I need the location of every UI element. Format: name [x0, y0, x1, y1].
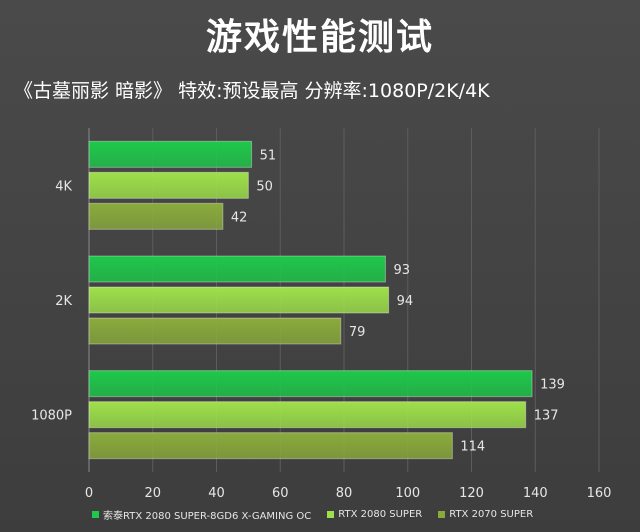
bar-2K-series-2: [88, 286, 390, 314]
data-label-2K-series-1: 93: [393, 263, 410, 278]
category-label-1080P: 1080P: [31, 409, 72, 424]
data-label-4K-series-1: 51: [260, 148, 277, 163]
bar-1080P-series-3: [88, 432, 453, 460]
bar-2K-series-1: [88, 255, 386, 283]
legend-swatch-series-2: [327, 510, 335, 518]
bar-2K-series-3: [88, 317, 342, 345]
data-label-4K-series-3: 42: [231, 210, 248, 225]
legend-swatch-series-3: [438, 510, 446, 518]
bar-1080P-series-2: [88, 401, 527, 429]
legend-item-series-3: RTX 2070 SUPER: [438, 509, 533, 520]
bar-1080P-series-1: [88, 370, 533, 398]
x-tick-label-140: 140: [523, 486, 548, 501]
category-label-4K: 4K: [55, 179, 72, 194]
data-label-1080P-series-3: 114: [460, 440, 485, 455]
legend-label-series-1: 索泰RTX 2080 SUPER-8GD6 X-GAMING OC: [103, 510, 312, 522]
data-label-2K-series-2: 94: [397, 294, 414, 309]
x-tick-label-100: 100: [395, 486, 420, 501]
bar-4K-series-3: [88, 202, 224, 230]
legend: 索泰RTX 2080 SUPER-8GD6 X-GAMING OC RTX 20…: [92, 505, 533, 523]
data-label-1080P-series-1: 139: [540, 378, 565, 393]
legend-label-series-2: RTX 2080 SUPER: [338, 508, 423, 520]
x-tick-label-0: 0: [85, 486, 93, 501]
x-tick-label-40: 40: [208, 486, 225, 501]
x-tick-label-20: 20: [144, 486, 161, 501]
bar-4K-series-1: [88, 140, 253, 168]
data-label-1080P-series-2: 137: [534, 409, 559, 424]
legend-item-series-1: 索泰RTX 2080 SUPER-8GD6 X-GAMING OC: [92, 507, 311, 522]
legend-label-series-3: RTX 2070 SUPER: [449, 508, 534, 520]
x-tick-label-120: 120: [459, 486, 484, 501]
chart-title: 游戏性能测试: [205, 17, 434, 58]
legend-item-series-2: RTX 2080 SUPER: [327, 509, 422, 520]
data-label-4K-series-2: 50: [256, 179, 273, 194]
x-tick-label-160: 160: [587, 486, 612, 501]
data-label-2K-series-3: 79: [349, 325, 366, 340]
bar-4K-series-2: [88, 171, 249, 199]
chart-subtitle: 《古墓丽影 暗影》 特效:预设最高 分辨率:1080P/2K/4K: [14, 80, 490, 102]
x-tick-label-60: 60: [272, 486, 289, 501]
x-tick-label-80: 80: [336, 486, 353, 501]
legend-swatch-series-1: [92, 510, 99, 518]
category-label-2K: 2K: [55, 294, 72, 309]
